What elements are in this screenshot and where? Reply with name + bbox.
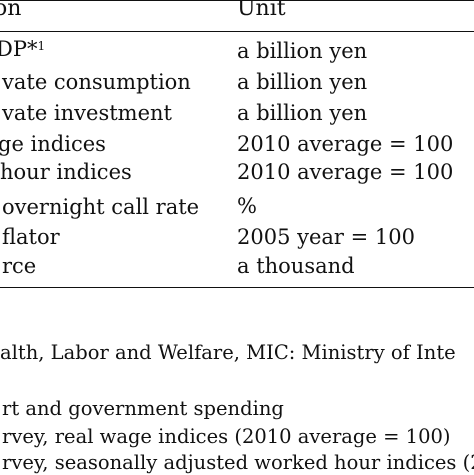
row-description: vate consumption <box>2 70 191 94</box>
row-description: ge indices <box>0 132 106 156</box>
row-unit: % <box>237 194 257 218</box>
row-description: vate investment <box>2 101 172 125</box>
row-unit: a billion yen <box>237 39 368 63</box>
footnote-marker: 1 <box>37 39 46 53</box>
row-description: DP*1 <box>0 37 46 61</box>
note-line: rt and government spending <box>2 397 284 420</box>
row-unit: a billion yen <box>237 70 368 94</box>
note-line: rvey, real wage indices (2010 average = … <box>2 425 451 448</box>
row-description: hour indices <box>0 160 132 184</box>
row-unit: a thousand <box>237 254 355 278</box>
row-description: rce <box>2 254 37 278</box>
table-bottom-rule <box>0 287 474 289</box>
row-description: flator <box>2 225 60 249</box>
row-unit: 2010 average = 100 <box>237 160 454 184</box>
header-description: on <box>0 0 22 21</box>
table-top-rule <box>0 0 474 2</box>
row-unit: 2010 average = 100 <box>237 132 454 156</box>
row-description: overnight call rate <box>2 195 200 219</box>
row-unit: 2005 year = 100 <box>237 225 415 249</box>
table-header-rule <box>0 31 474 33</box>
note-line: rvey, seasonally adjusted worked hour in… <box>2 451 474 474</box>
row-unit: a billion yen <box>237 101 368 125</box>
note-line: alth, Labor and Welfare, MIC: Ministry o… <box>0 341 456 364</box>
header-unit: Unit <box>237 0 286 21</box>
